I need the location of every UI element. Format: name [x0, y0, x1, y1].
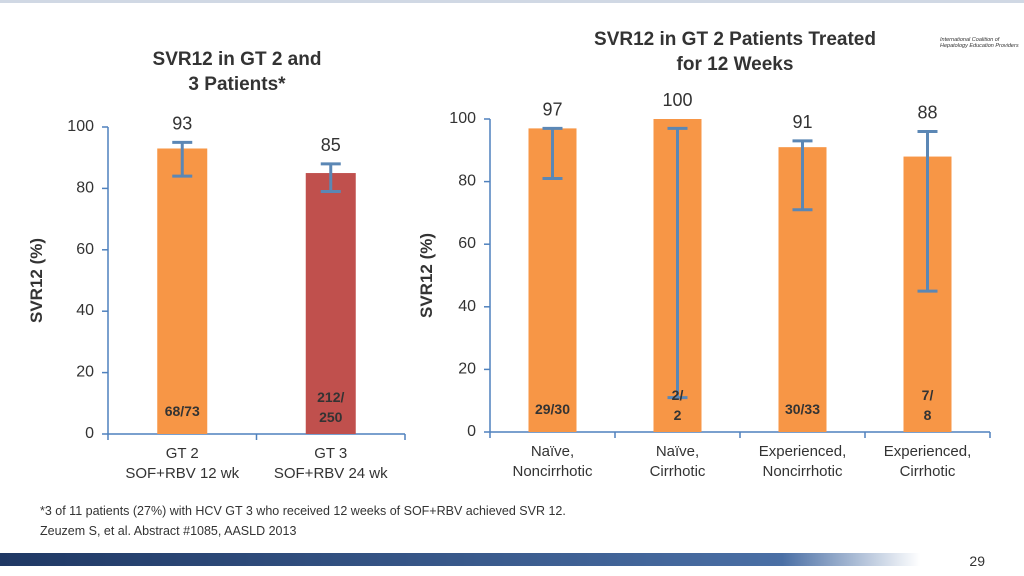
y-tick-label: 40: [458, 298, 476, 315]
value-label: 91: [792, 112, 812, 132]
bar: [305, 173, 356, 435]
count-label: 7/8: [922, 387, 934, 423]
x-tick-label: GT 2 SOF+RBV 12 wk: [125, 445, 239, 482]
y-tick-label: 40: [76, 302, 94, 319]
page-number: 29: [969, 553, 985, 569]
x-tick-label: Naïve, Cirrhotic: [650, 443, 706, 480]
logo: International Coalition of Hepatology Edu…: [940, 37, 1019, 49]
value-label: 93: [172, 113, 192, 133]
y-axis-label: SVR12 (%): [417, 233, 436, 318]
y-tick-label: 20: [458, 361, 476, 378]
value-label: 100: [662, 90, 692, 110]
count-label: 212/250: [317, 389, 344, 425]
value-label: 97: [542, 99, 562, 119]
count-label: 68/73: [165, 403, 200, 419]
y-tick-label: 100: [67, 118, 94, 135]
y-axis-label: SVR12 (%): [27, 238, 46, 323]
y-tick-label: 100: [449, 110, 476, 127]
reference: Zeuzem S, et al. Abstract #1085, AASLD 2…: [40, 524, 296, 538]
footnote: *3 of 11 patients (27%) with HCV GT 3 wh…: [40, 504, 566, 518]
y-tick-label: 60: [76, 241, 94, 258]
y-tick-label: 0: [85, 425, 94, 442]
top-rule: [0, 0, 1024, 3]
y-tick-label: 80: [458, 173, 476, 190]
count-label: 2/2: [672, 387, 684, 423]
chart-title: SVR12 in GT 2 and 3 Patients*: [153, 49, 322, 95]
x-tick-label: Experienced, Cirrhotic: [884, 443, 972, 480]
y-tick-label: 0: [467, 423, 476, 440]
x-tick-label: GT 3 SOF+RBV 24 wk: [274, 445, 388, 482]
value-label: 88: [917, 102, 937, 122]
bar: [157, 148, 208, 435]
x-tick-label: Naïve, Noncirrhotic: [512, 443, 593, 480]
y-tick-label: 20: [76, 364, 94, 381]
bottom-band: [0, 553, 920, 566]
count-label: 29/30: [535, 401, 570, 417]
value-label: 85: [321, 135, 341, 155]
y-tick-label: 60: [458, 235, 476, 252]
x-tick-label: Experienced, Noncirrhotic: [759, 443, 847, 480]
chart-title: SVR12 in GT 2 Patients Treated for 12 Wee…: [594, 29, 876, 75]
y-tick-label: 80: [76, 180, 94, 197]
count-label: 30/33: [785, 401, 820, 417]
